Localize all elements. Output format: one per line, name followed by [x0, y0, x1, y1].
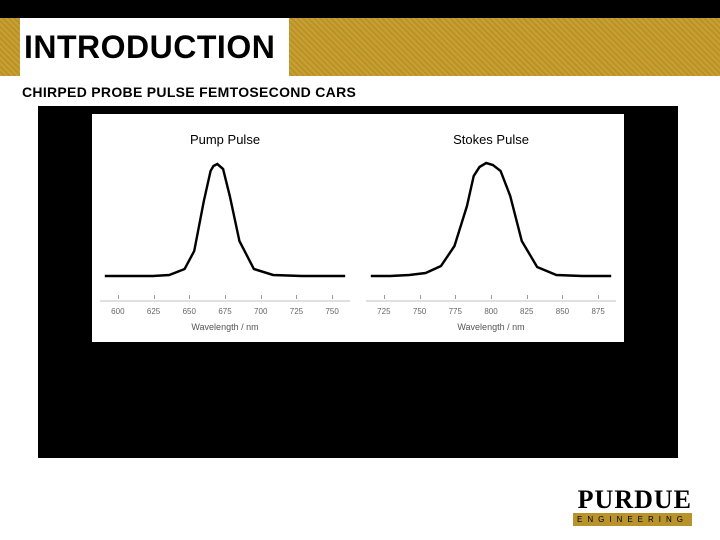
tick: 625: [136, 307, 172, 316]
tick: 875: [580, 307, 616, 316]
page-title: INTRODUCTION: [24, 29, 275, 66]
logo-subtext: ENGINEERING: [573, 513, 692, 526]
top-black-bar: [0, 0, 720, 18]
stokes-curve: [371, 163, 611, 276]
tick: 800: [473, 307, 509, 316]
figure-frame: Pump Pulse 600 625 650 675 700 725 750 W…: [38, 106, 678, 458]
axis-label-stokes: Wavelength / nm: [358, 322, 624, 332]
x-axis-stokes: [366, 300, 616, 302]
tick: 775: [437, 307, 473, 316]
tick: 600: [100, 307, 136, 316]
figure-panel: Pump Pulse 600 625 650 675 700 725 750 W…: [92, 114, 624, 342]
ticks-stokes: 725 750 775 800 825 850 875: [366, 307, 616, 316]
chart-title-stokes: Stokes Pulse: [366, 132, 616, 147]
tick: 750: [314, 307, 350, 316]
tick: 850: [545, 307, 581, 316]
chart-pump: Pump Pulse 600 625 650 675 700 725 750 W…: [92, 114, 358, 342]
tick: 725: [366, 307, 402, 316]
pump-curve: [105, 164, 345, 276]
ticks-pump: 600 625 650 675 700 725 750: [100, 307, 350, 316]
title-block: INTRODUCTION: [20, 18, 289, 76]
chart-title-pump: Pump Pulse: [100, 132, 350, 147]
subtitle: CHIRPED PROBE PULSE FEMTOSECOND CARS: [22, 84, 720, 100]
footer-logo: PURDUE ENGINEERING: [573, 488, 692, 526]
tick: 750: [402, 307, 438, 316]
plot-area-pump: [100, 151, 350, 281]
x-axis-pump: [100, 300, 350, 302]
tick: 700: [243, 307, 279, 316]
chart-stokes: Stokes Pulse 725 750 775 800 825 850 875…: [358, 114, 624, 342]
tick: 650: [171, 307, 207, 316]
plot-area-stokes: [366, 151, 616, 281]
tick: 825: [509, 307, 545, 316]
tick: 675: [207, 307, 243, 316]
logo-wordmark: PURDUE: [573, 488, 692, 511]
axis-label-pump: Wavelength / nm: [92, 322, 358, 332]
tick: 725: [279, 307, 315, 316]
